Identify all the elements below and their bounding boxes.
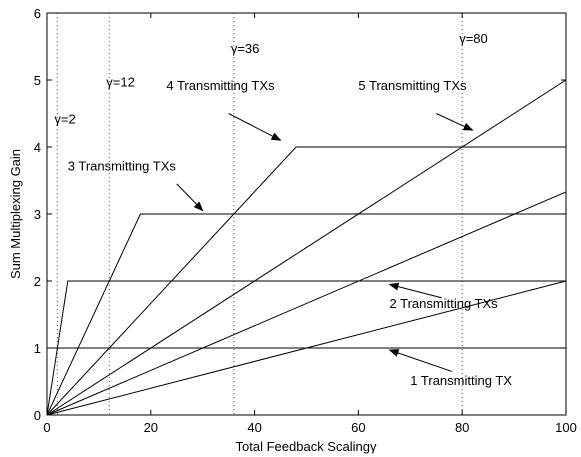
gamma-marker-label: γ=2 bbox=[54, 112, 75, 127]
gamma-marker-label: γ=12 bbox=[106, 75, 135, 90]
y-tick-label: 4 bbox=[34, 140, 41, 155]
series-line-5 bbox=[46, 79, 567, 416]
annotation-arrow bbox=[228, 113, 282, 141]
annotation-label: 1 Transmitting TX bbox=[410, 373, 512, 388]
series-line-7 bbox=[46, 280, 567, 416]
axis-ticks: 0 20 40 60 80 100 0 1 2 3 4 5 6 bbox=[34, 6, 577, 435]
annotation-arrow bbox=[436, 113, 474, 131]
x-tick-label: 40 bbox=[247, 420, 261, 435]
series-line-3 bbox=[46, 213, 566, 416]
gamma-marker-label: γ=80 bbox=[459, 31, 488, 46]
y-tick-label: 5 bbox=[34, 73, 41, 88]
series-line-6 bbox=[46, 191, 567, 416]
y-tick-label: 0 bbox=[34, 408, 41, 423]
annotation-arrow bbox=[176, 183, 204, 212]
x-tick-label: 80 bbox=[455, 420, 469, 435]
y-tick-label: 2 bbox=[34, 274, 41, 289]
series-lines bbox=[46, 79, 567, 416]
series-line-4 bbox=[46, 146, 566, 416]
gamma-marker-label: γ=36 bbox=[231, 41, 260, 56]
x-tick-label: 100 bbox=[555, 420, 577, 435]
y-axis-label: Sum Multiplexing Gain bbox=[8, 149, 23, 279]
annotations: 4 Transmitting TXs 5 Transmitting TXs 3 Tr… bbox=[68, 78, 513, 388]
series-line-2 bbox=[46, 280, 566, 416]
x-axis-label: Total Feedback Scalingγ bbox=[236, 439, 377, 454]
y-tick-label: 1 bbox=[34, 341, 41, 356]
x-tick-label: 20 bbox=[144, 420, 158, 435]
annotation-label: 4 Transmitting TXs bbox=[166, 78, 275, 93]
annotation-label: 3 Transmitting TXs bbox=[68, 158, 177, 173]
y-tick-label: 6 bbox=[34, 6, 41, 21]
x-tick-label: 60 bbox=[351, 420, 365, 435]
annotation-label: 2 Transmitting TXs bbox=[390, 296, 499, 311]
x-tick-label: 0 bbox=[43, 420, 50, 435]
annotation-label: 5 Transmitting TXs bbox=[358, 78, 467, 93]
annotation-arrow bbox=[388, 349, 452, 372]
y-tick-label: 3 bbox=[34, 207, 41, 222]
annotation-arrow bbox=[388, 282, 442, 299]
